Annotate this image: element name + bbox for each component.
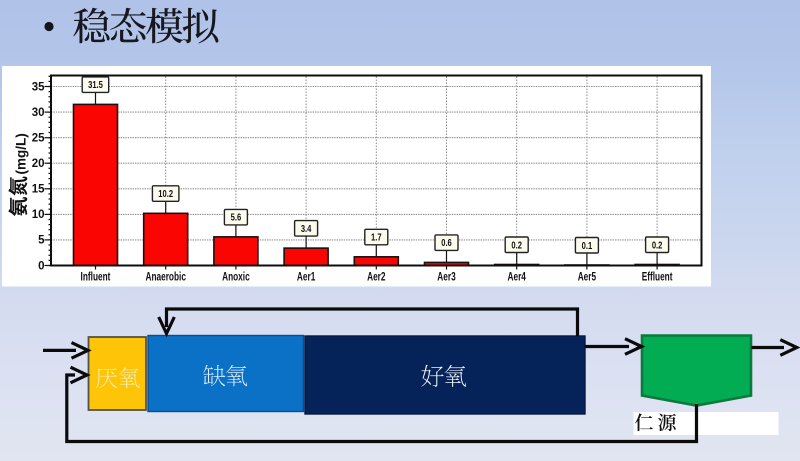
svg-text:0.2: 0.2 bbox=[652, 239, 663, 250]
svg-text:10.2: 10.2 bbox=[158, 188, 173, 199]
svg-text:Effluent: Effluent bbox=[642, 271, 673, 284]
svg-text:Aer2: Aer2 bbox=[367, 271, 386, 284]
svg-text:30: 30 bbox=[32, 107, 45, 119]
svg-text:5: 5 bbox=[38, 235, 45, 247]
svg-text:0: 0 bbox=[38, 260, 44, 272]
svg-text:0.2: 0.2 bbox=[511, 239, 522, 250]
svg-text:35: 35 bbox=[32, 81, 45, 93]
svg-text:0.6: 0.6 bbox=[441, 237, 452, 248]
svg-text:Aer5: Aer5 bbox=[578, 271, 597, 284]
svg-text:Anaerobic: Anaerobic bbox=[145, 271, 186, 284]
svg-text:25: 25 bbox=[32, 133, 45, 145]
svg-text:Aer3: Aer3 bbox=[437, 271, 456, 284]
svg-text:31.5: 31.5 bbox=[88, 79, 103, 90]
svg-text:Aer4: Aer4 bbox=[507, 271, 526, 284]
svg-text:5.6: 5.6 bbox=[231, 212, 242, 223]
svg-text:0.1: 0.1 bbox=[582, 240, 593, 251]
svg-text:Aer1: Aer1 bbox=[297, 271, 316, 284]
svg-text:Anoxic: Anoxic bbox=[222, 271, 250, 284]
svg-text:1.7: 1.7 bbox=[371, 232, 382, 243]
svg-text:20: 20 bbox=[32, 158, 45, 170]
svg-text:(mg/L): (mg/L) bbox=[14, 133, 29, 174]
svg-text:10: 10 bbox=[32, 209, 45, 221]
svg-text:15: 15 bbox=[32, 184, 45, 196]
svg-text:3.4: 3.4 bbox=[301, 223, 312, 234]
svg-text:Influent: Influent bbox=[81, 271, 111, 284]
